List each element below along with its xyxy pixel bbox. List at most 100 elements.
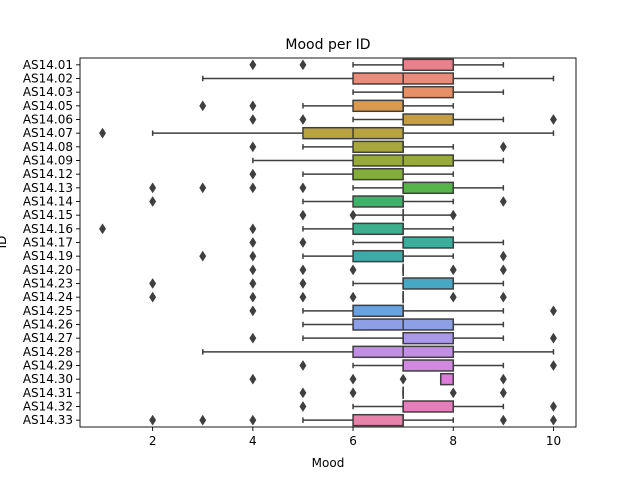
outlier-point [399, 373, 407, 385]
x-tick-label: 10 [546, 434, 561, 448]
outlier-point [299, 401, 307, 412]
outlier-point [349, 209, 357, 221]
outlier-point [449, 264, 457, 276]
plot-area [99, 58, 557, 427]
outlier-point [249, 305, 257, 317]
outlier-point [249, 264, 257, 276]
box-group-AS14.13 [149, 181, 505, 195]
outlier-point [499, 387, 507, 399]
outlier-point [549, 332, 557, 344]
y-axis-label: ID [0, 236, 9, 249]
outlier-point [549, 414, 557, 426]
outlier-point [249, 100, 257, 112]
box-iqr [352, 249, 404, 263]
y-tick-label: AS14.25 [23, 304, 73, 318]
box-group-AS14.05 [199, 99, 455, 113]
box-group-AS14.07 [99, 126, 555, 140]
box-iqr [439, 372, 455, 386]
box-group-AS14.33 [149, 413, 557, 427]
y-tick-label: AS14.09 [23, 154, 73, 168]
box-iqr [402, 277, 455, 290]
outlier-point [149, 196, 157, 207]
box-group-AS14.14 [149, 195, 507, 208]
y-tick-label: AS14.13 [23, 181, 73, 195]
outlier-point [299, 264, 307, 276]
box-group-AS14.32 [299, 400, 557, 413]
y-tick-label: AS14.08 [23, 140, 73, 154]
y-tick-label: AS14.32 [23, 400, 73, 414]
outlier-point [349, 291, 357, 303]
box-group-AS14.01 [249, 58, 505, 72]
outlier-point [349, 387, 357, 399]
y-tick-label: AS14.33 [23, 413, 73, 427]
box-group-AS14.09 [252, 154, 505, 167]
outlier-point [99, 223, 107, 235]
outlier-point [249, 59, 257, 71]
outlier-point [149, 414, 157, 426]
outlier-point [299, 237, 307, 248]
outlier-point [349, 264, 357, 276]
box-iqr [352, 304, 404, 318]
box-group-AS14.29 [299, 359, 557, 372]
x-tick-label: 6 [349, 434, 357, 448]
outlier-point [249, 168, 257, 180]
y-tick-label: AS14.24 [23, 290, 73, 304]
outlier-point [499, 141, 507, 153]
outlier-point [199, 100, 207, 112]
box-group-AS14.17 [249, 236, 505, 249]
outlier-point [299, 387, 307, 399]
outlier-point [249, 182, 257, 194]
box-iqr [402, 113, 455, 126]
box-group-AS14.30 [249, 372, 507, 386]
box-group-AS14.26 [302, 318, 505, 331]
box-iqr [402, 181, 455, 195]
y-tick-label: AS14.02 [23, 72, 73, 86]
y-tick-label: AS14.19 [23, 249, 73, 263]
chart-title: Mood per ID [285, 37, 370, 53]
box-group-AS14.20 [249, 263, 507, 277]
y-tick-label: AS14.23 [23, 277, 73, 291]
y-tick-label: AS14.07 [23, 126, 73, 140]
outlier-point [299, 360, 307, 371]
box-iqr [352, 413, 404, 427]
outlier-point [499, 250, 507, 262]
y-tick-label: AS14.06 [23, 113, 73, 127]
y-tick-label: AS14.12 [23, 167, 73, 181]
box-iqr [402, 359, 455, 372]
outlier-point [449, 291, 457, 303]
outlier-point [449, 387, 457, 399]
box-group-AS14.28 [201, 345, 555, 359]
box-iqr [402, 58, 455, 72]
axes: AS14.01AS14.02AS14.03AS14.05AS14.06AS14.… [23, 58, 561, 448]
outlier-point [299, 278, 307, 289]
box-group-AS14.31 [299, 386, 507, 400]
box-group-AS14.16 [99, 222, 455, 236]
y-tick-label: AS14.28 [23, 345, 73, 359]
box-iqr [352, 99, 404, 113]
y-tick-label: AS14.27 [23, 331, 73, 345]
x-tick-label: 2 [149, 434, 157, 448]
outlier-point [349, 373, 357, 385]
y-tick-label: AS14.17 [23, 236, 73, 250]
outlier-point [549, 401, 557, 412]
outlier-point [449, 209, 457, 221]
outlier-point [299, 209, 307, 221]
outlier-point [299, 59, 307, 71]
outlier-point [299, 291, 307, 303]
box-iqr [352, 167, 404, 181]
y-tick-label: AS14.15 [23, 208, 73, 222]
outlier-point [499, 196, 507, 207]
y-tick-label: AS14.20 [23, 263, 73, 277]
outlier-point [249, 223, 257, 235]
outlier-point [249, 114, 257, 125]
x-tick-label: 8 [449, 434, 457, 448]
outlier-point [249, 141, 257, 153]
outlier-point [149, 182, 157, 194]
y-tick-label: AS14.31 [23, 386, 73, 400]
outlier-point [249, 278, 257, 289]
box-iqr [352, 195, 404, 208]
box-group-AS14.19 [199, 249, 507, 263]
outlier-point [249, 373, 257, 385]
outlier-point [199, 250, 207, 262]
